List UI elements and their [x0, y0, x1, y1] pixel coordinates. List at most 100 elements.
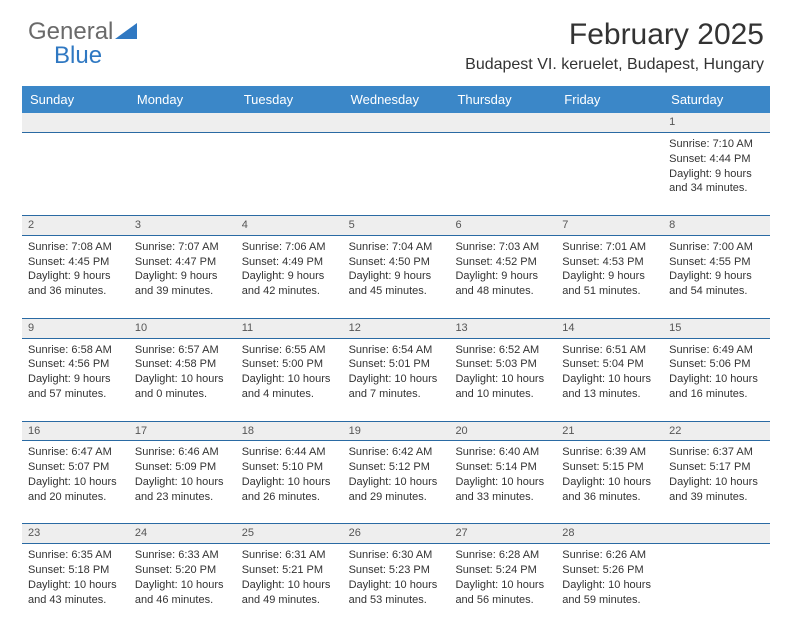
day-info-cell: Sunrise: 7:10 AMSunset: 4:44 PMDaylight:…	[663, 133, 770, 215]
day-number-row: 1	[22, 113, 770, 132]
day-number-cell: 27	[449, 524, 556, 543]
day-number-row: 9101112131415	[22, 318, 770, 338]
sunrise-text: Sunrise: 7:03 AM	[455, 240, 550, 255]
daylight-text: Daylight: 10 hours and 59 minutes.	[562, 578, 657, 608]
daylight-text: Daylight: 10 hours and 20 minutes.	[28, 475, 123, 505]
day-info-cell: Sunrise: 6:52 AMSunset: 5:03 PMDaylight:…	[449, 339, 556, 421]
logo-text-blue-wrap: Blue	[54, 42, 102, 70]
day-number-cell	[449, 113, 556, 132]
day-number-cell: 1	[663, 113, 770, 132]
daylight-text: Daylight: 9 hours and 51 minutes.	[562, 269, 657, 299]
sunrise-text: Sunrise: 7:06 AM	[242, 240, 337, 255]
sunset-text: Sunset: 5:24 PM	[455, 563, 550, 578]
sunset-text: Sunset: 5:01 PM	[349, 357, 444, 372]
sunset-text: Sunset: 5:26 PM	[562, 563, 657, 578]
daylight-text: Daylight: 9 hours and 36 minutes.	[28, 269, 123, 299]
day-number: 6	[455, 219, 461, 231]
day-number: 1	[669, 116, 675, 128]
day-info-cell: Sunrise: 7:08 AMSunset: 4:45 PMDaylight:…	[22, 236, 129, 318]
day-info-cell	[22, 133, 129, 215]
day-number: 18	[242, 425, 254, 437]
day-number: 27	[455, 527, 467, 539]
day-number: 28	[562, 527, 574, 539]
daylight-text: Daylight: 10 hours and 53 minutes.	[349, 578, 444, 608]
day-info-cell	[129, 133, 236, 215]
sunset-text: Sunset: 5:07 PM	[28, 460, 123, 475]
month-title: February 2025	[465, 18, 764, 52]
day-number: 17	[135, 425, 147, 437]
sunrise-text: Sunrise: 6:28 AM	[455, 548, 550, 563]
sunrise-text: Sunrise: 6:55 AM	[242, 343, 337, 358]
sunrise-text: Sunrise: 6:54 AM	[349, 343, 444, 358]
day-number-cell	[129, 113, 236, 132]
day-number-cell: 20	[449, 422, 556, 441]
sunset-text: Sunset: 5:12 PM	[349, 460, 444, 475]
day-info-cell: Sunrise: 7:00 AMSunset: 4:55 PMDaylight:…	[663, 236, 770, 318]
sunset-text: Sunset: 5:17 PM	[669, 460, 764, 475]
sunset-text: Sunset: 5:14 PM	[455, 460, 550, 475]
day-info-cell: Sunrise: 6:47 AMSunset: 5:07 PMDaylight:…	[22, 441, 129, 523]
daylight-text: Daylight: 10 hours and 29 minutes.	[349, 475, 444, 505]
day-info-cell: Sunrise: 6:57 AMSunset: 4:58 PMDaylight:…	[129, 339, 236, 421]
day-info-row: Sunrise: 6:35 AMSunset: 5:18 PMDaylight:…	[22, 543, 770, 626]
day-number: 24	[135, 527, 147, 539]
day-info-cell: Sunrise: 6:26 AMSunset: 5:26 PMDaylight:…	[556, 544, 663, 626]
day-number-cell	[236, 113, 343, 132]
sunset-text: Sunset: 5:23 PM	[349, 563, 444, 578]
day-number-cell: 2	[22, 216, 129, 235]
daylight-text: Daylight: 10 hours and 33 minutes.	[455, 475, 550, 505]
sunset-text: Sunset: 5:09 PM	[135, 460, 230, 475]
day-number-cell: 17	[129, 422, 236, 441]
day-number: 10	[135, 322, 147, 334]
daylight-text: Daylight: 10 hours and 36 minutes.	[562, 475, 657, 505]
day-number: 14	[562, 322, 574, 334]
day-number-cell	[343, 113, 450, 132]
day-info-cell	[556, 133, 663, 215]
weekday-label: Saturday	[663, 86, 770, 113]
sunrise-text: Sunrise: 7:07 AM	[135, 240, 230, 255]
daylight-text: Daylight: 9 hours and 57 minutes.	[28, 372, 123, 402]
calendar: SundayMondayTuesdayWednesdayThursdayFrid…	[22, 86, 770, 626]
day-number: 26	[349, 527, 361, 539]
sunrise-text: Sunrise: 6:26 AM	[562, 548, 657, 563]
day-info-cell: Sunrise: 6:44 AMSunset: 5:10 PMDaylight:…	[236, 441, 343, 523]
sunset-text: Sunset: 5:03 PM	[455, 357, 550, 372]
day-number: 19	[349, 425, 361, 437]
day-number: 21	[562, 425, 574, 437]
daylight-text: Daylight: 10 hours and 56 minutes.	[455, 578, 550, 608]
sunrise-text: Sunrise: 6:44 AM	[242, 445, 337, 460]
sunrise-text: Sunrise: 6:31 AM	[242, 548, 337, 563]
day-info-cell: Sunrise: 7:04 AMSunset: 4:50 PMDaylight:…	[343, 236, 450, 318]
day-info-cell: Sunrise: 6:40 AMSunset: 5:14 PMDaylight:…	[449, 441, 556, 523]
day-number: 9	[28, 322, 34, 334]
sunset-text: Sunset: 4:53 PM	[562, 255, 657, 270]
sunrise-text: Sunrise: 7:00 AM	[669, 240, 764, 255]
day-info-cell: Sunrise: 6:31 AMSunset: 5:21 PMDaylight:…	[236, 544, 343, 626]
daylight-text: Daylight: 10 hours and 16 minutes.	[669, 372, 764, 402]
sunrise-text: Sunrise: 7:10 AM	[669, 137, 764, 152]
sunrise-text: Sunrise: 6:49 AM	[669, 343, 764, 358]
day-number-cell: 11	[236, 319, 343, 338]
sunrise-text: Sunrise: 6:40 AM	[455, 445, 550, 460]
day-info-row: Sunrise: 7:10 AMSunset: 4:44 PMDaylight:…	[22, 132, 770, 215]
daylight-text: Daylight: 10 hours and 26 minutes.	[242, 475, 337, 505]
sunset-text: Sunset: 4:58 PM	[135, 357, 230, 372]
day-number: 2	[28, 219, 34, 231]
day-info-cell: Sunrise: 7:03 AMSunset: 4:52 PMDaylight:…	[449, 236, 556, 318]
day-number: 7	[562, 219, 568, 231]
day-info-cell: Sunrise: 6:30 AMSunset: 5:23 PMDaylight:…	[343, 544, 450, 626]
day-number-cell: 6	[449, 216, 556, 235]
location-text: Budapest VI. keruelet, Budapest, Hungary	[465, 56, 764, 74]
daylight-text: Daylight: 9 hours and 54 minutes.	[669, 269, 764, 299]
day-number: 5	[349, 219, 355, 231]
day-number-cell: 3	[129, 216, 236, 235]
sunset-text: Sunset: 4:50 PM	[349, 255, 444, 270]
day-number-cell: 12	[343, 319, 450, 338]
day-info-cell	[343, 133, 450, 215]
day-number-cell	[556, 113, 663, 132]
weekday-header-row: SundayMondayTuesdayWednesdayThursdayFrid…	[22, 86, 770, 113]
day-info-cell	[449, 133, 556, 215]
day-number-cell: 13	[449, 319, 556, 338]
daylight-text: Daylight: 10 hours and 7 minutes.	[349, 372, 444, 402]
day-number-cell: 10	[129, 319, 236, 338]
